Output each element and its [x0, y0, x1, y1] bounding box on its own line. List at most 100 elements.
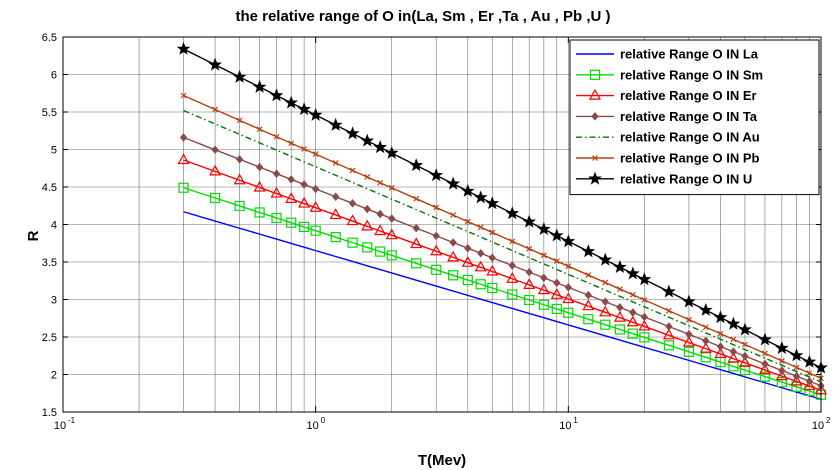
data-point — [360, 133, 375, 147]
series-line — [183, 159, 822, 391]
data-point — [346, 214, 359, 226]
legend-marker — [589, 69, 601, 80]
data-point — [761, 359, 769, 369]
data-point — [180, 92, 187, 99]
series-6 — [180, 92, 824, 382]
data-point — [537, 283, 550, 295]
legend-entry: relative Range O IN La — [576, 47, 759, 62]
data-point — [474, 260, 487, 272]
data-point — [209, 164, 222, 176]
data-point — [549, 228, 564, 242]
legend-entry: relative Range O IN Au — [576, 130, 760, 145]
data-point — [254, 207, 265, 218]
y-tick-label: 5 — [51, 145, 57, 157]
y-tick-label: 5.5 — [42, 107, 57, 119]
y-tick-label: 6.5 — [42, 32, 57, 44]
legend-marker — [592, 155, 598, 161]
x-tick-label-exponent: 0 — [321, 416, 326, 425]
data-point — [477, 248, 485, 258]
legend-label: relative Range O IN Ta — [620, 109, 758, 124]
data-point — [505, 206, 520, 220]
data-point — [685, 330, 693, 339]
data-point — [665, 307, 672, 314]
data-point — [638, 319, 651, 331]
data-point — [450, 212, 457, 219]
data-point — [361, 219, 374, 231]
data-point — [309, 200, 322, 212]
data-point — [409, 158, 424, 172]
data-point — [256, 126, 263, 133]
data-point — [802, 354, 817, 368]
data-point — [639, 332, 650, 343]
x-tick-label-exponent: 1 — [573, 416, 578, 425]
data-point — [507, 289, 518, 300]
data-point — [462, 274, 473, 286]
y-tick-label: 4.5 — [42, 182, 57, 194]
legend-label: relative Range O IN La — [620, 47, 759, 62]
data-point — [775, 341, 789, 354]
data-point — [523, 278, 536, 289]
data-point — [285, 192, 298, 203]
data-point — [288, 140, 295, 147]
data-point — [665, 322, 673, 331]
data-point — [759, 371, 771, 382]
data-point — [641, 296, 648, 303]
data-point — [312, 151, 319, 158]
data-point — [485, 196, 500, 210]
series-line — [183, 94, 822, 379]
data-point — [473, 190, 488, 204]
y-tick-label: 6 — [51, 70, 57, 82]
data-point — [600, 319, 611, 330]
data-point — [700, 352, 711, 363]
data-point — [284, 95, 298, 109]
data-point — [582, 299, 595, 311]
data-point — [328, 117, 343, 131]
data-point — [682, 294, 696, 308]
data-point — [738, 356, 751, 367]
data-point — [301, 146, 308, 152]
data-point — [373, 140, 387, 154]
data-point — [739, 364, 751, 376]
data-point — [431, 264, 442, 275]
data-point — [287, 175, 295, 184]
y-tick-label: 2.5 — [42, 332, 57, 344]
legend-marker — [588, 88, 602, 100]
data-point — [253, 180, 266, 192]
x-tick-label-exponent: -1 — [68, 416, 76, 425]
data-point — [626, 315, 639, 327]
data-point — [330, 232, 341, 243]
data-point — [177, 153, 190, 165]
y-tick-label: 3.5 — [42, 257, 57, 269]
data-point — [212, 106, 219, 113]
legend-label: relative Range O IN Pb — [620, 151, 759, 166]
y-tick-label: 1.5 — [42, 407, 57, 419]
data-point — [598, 252, 613, 266]
data-point — [685, 316, 692, 323]
data-point — [741, 351, 749, 361]
data-point — [540, 273, 548, 283]
data-point — [475, 279, 486, 290]
data-point — [376, 209, 384, 219]
data-point — [345, 126, 360, 140]
data-point — [525, 267, 533, 277]
data-point — [433, 204, 440, 211]
data-point — [717, 330, 724, 337]
data-point — [637, 272, 652, 286]
legend-label: relative Range O IN U — [620, 171, 752, 186]
data-point — [758, 332, 772, 346]
data-point — [613, 260, 627, 273]
legend-label: relative Range O IN Sm — [620, 67, 763, 82]
data-point — [561, 234, 576, 248]
series-4 — [179, 133, 825, 391]
data-point — [616, 286, 623, 292]
data-point — [477, 224, 484, 231]
data-point — [464, 218, 471, 225]
data-point — [540, 252, 547, 259]
data-point — [329, 208, 342, 220]
data-point — [332, 192, 340, 202]
data-point — [460, 183, 475, 197]
data-point — [272, 169, 281, 178]
data-point — [616, 303, 624, 312]
data-point — [488, 253, 496, 262]
